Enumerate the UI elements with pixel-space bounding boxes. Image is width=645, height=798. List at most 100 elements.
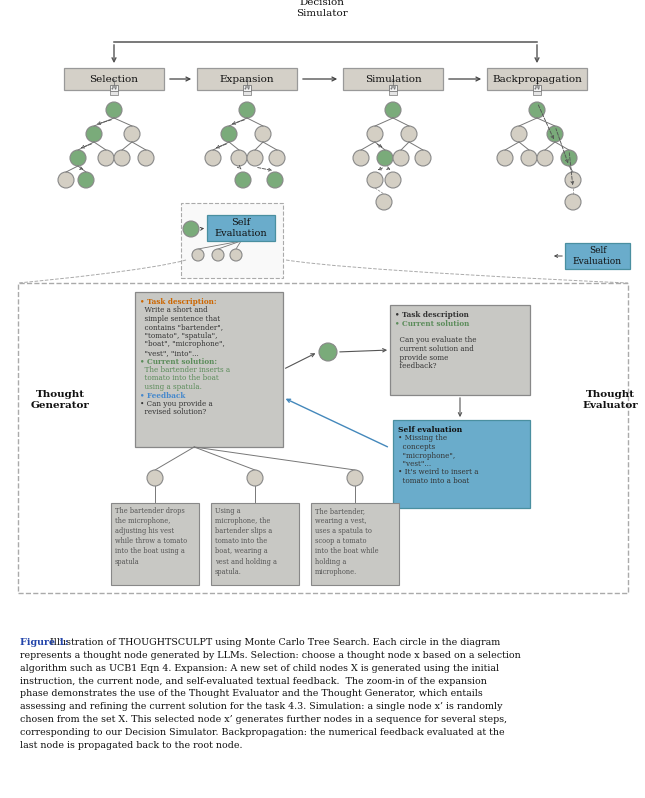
Circle shape (390, 88, 392, 89)
Text: The bartender,
wearing a vest,
uses a spatula to
scoop a tomato
into the boat wh: The bartender, wearing a vest, uses a sp… (315, 507, 379, 575)
Bar (111, 503, 199, 585)
Bar (533, 85, 541, 91)
Bar (243, 91, 250, 95)
Text: tomato into a boat: tomato into a boat (398, 477, 470, 485)
Circle shape (70, 150, 86, 166)
Text: feedback?: feedback? (395, 362, 437, 370)
Text: tomato into the boat: tomato into the boat (140, 374, 219, 382)
Circle shape (377, 150, 393, 166)
Bar (135, 292, 283, 447)
Circle shape (347, 470, 363, 486)
Circle shape (212, 249, 224, 261)
Circle shape (231, 150, 247, 166)
Bar (207, 215, 275, 241)
Circle shape (547, 126, 563, 142)
Circle shape (124, 126, 140, 142)
Circle shape (401, 126, 417, 142)
Text: Write a short and: Write a short and (140, 306, 208, 314)
Text: concepts: concepts (398, 443, 435, 451)
Bar (211, 503, 299, 585)
Text: • Task description:: • Task description: (140, 298, 217, 306)
Bar (535, 86, 539, 87)
Circle shape (497, 150, 513, 166)
Circle shape (138, 150, 154, 166)
Text: Decision
Simulator: Decision Simulator (296, 0, 348, 18)
Circle shape (537, 150, 553, 166)
Text: using a spatula.: using a spatula. (140, 383, 202, 391)
Text: Simulation: Simulation (364, 74, 421, 84)
Bar (533, 91, 541, 95)
Bar (391, 86, 395, 87)
Circle shape (565, 194, 581, 210)
Text: Illustration of THOUGHTSCULPT using Monte Carlo Tree Search. Each circle in the : Illustration of THOUGHTSCULPT using Mont… (20, 638, 521, 750)
Bar (343, 68, 443, 90)
Bar (390, 85, 397, 91)
Circle shape (353, 150, 369, 166)
Text: • Feedback: • Feedback (140, 392, 185, 400)
Text: Selection: Selection (90, 74, 139, 84)
Text: "vest", "into"...: "vest", "into"... (140, 349, 199, 357)
Circle shape (565, 172, 581, 188)
Circle shape (106, 102, 122, 118)
Circle shape (244, 88, 246, 89)
Circle shape (269, 150, 285, 166)
Text: The bartender inserts a: The bartender inserts a (140, 366, 230, 374)
Circle shape (239, 102, 255, 118)
Circle shape (58, 172, 74, 188)
Circle shape (112, 88, 114, 89)
Text: "vest"...: "vest"... (398, 460, 431, 468)
Circle shape (183, 221, 199, 237)
Circle shape (538, 88, 539, 89)
Circle shape (255, 126, 271, 142)
Bar (245, 86, 249, 87)
Text: Thought
Generator: Thought Generator (30, 390, 90, 409)
Text: Thought
Evaluator: Thought Evaluator (582, 390, 638, 409)
Circle shape (221, 126, 237, 142)
Circle shape (235, 172, 251, 188)
Text: • Can you provide a: • Can you provide a (140, 400, 213, 408)
Text: revised solution?: revised solution? (140, 409, 206, 417)
Bar (112, 86, 116, 87)
Circle shape (561, 150, 577, 166)
Circle shape (529, 102, 545, 118)
Circle shape (230, 249, 242, 261)
Text: contains "bartender",: contains "bartender", (140, 323, 223, 331)
Text: • Current solution: • Current solution (395, 319, 470, 327)
Bar (110, 85, 117, 91)
Text: • Current solution:: • Current solution: (140, 358, 217, 365)
Text: Can you evaluate the: Can you evaluate the (395, 337, 477, 345)
Text: Using a
microphone, the
bartender slips a
tomato into the
boat, wearing a
vest a: Using a microphone, the bartender slips … (215, 507, 277, 575)
Circle shape (511, 126, 527, 142)
Circle shape (267, 172, 283, 188)
Bar (110, 91, 117, 95)
Bar (487, 68, 587, 90)
Text: "boat", "microphone",: "boat", "microphone", (140, 341, 224, 349)
Bar (390, 305, 530, 395)
Circle shape (147, 470, 163, 486)
Circle shape (113, 80, 115, 82)
Bar (197, 68, 297, 90)
Text: Figure 1:: Figure 1: (20, 638, 68, 647)
Circle shape (78, 172, 94, 188)
Text: "microphone",: "microphone", (398, 452, 455, 460)
Circle shape (415, 150, 431, 166)
Circle shape (246, 80, 248, 82)
Text: "tomato", "spatula",: "tomato", "spatula", (140, 332, 217, 340)
Text: Backpropagation: Backpropagation (492, 74, 582, 84)
Bar (243, 85, 250, 91)
Text: Self
Evaluation: Self Evaluation (573, 247, 622, 266)
Text: Expansion: Expansion (220, 74, 274, 84)
Bar (390, 91, 397, 95)
Circle shape (114, 150, 130, 166)
Circle shape (367, 172, 383, 188)
Circle shape (205, 150, 221, 166)
Text: Self
Evaluation: Self Evaluation (215, 219, 267, 238)
Bar (18, 283, 628, 593)
Circle shape (385, 102, 401, 118)
Circle shape (247, 150, 263, 166)
Circle shape (376, 194, 392, 210)
Text: simple sentence that: simple sentence that (140, 315, 220, 323)
Text: • Missing the: • Missing the (398, 434, 447, 443)
Circle shape (535, 88, 537, 89)
Circle shape (392, 80, 394, 82)
